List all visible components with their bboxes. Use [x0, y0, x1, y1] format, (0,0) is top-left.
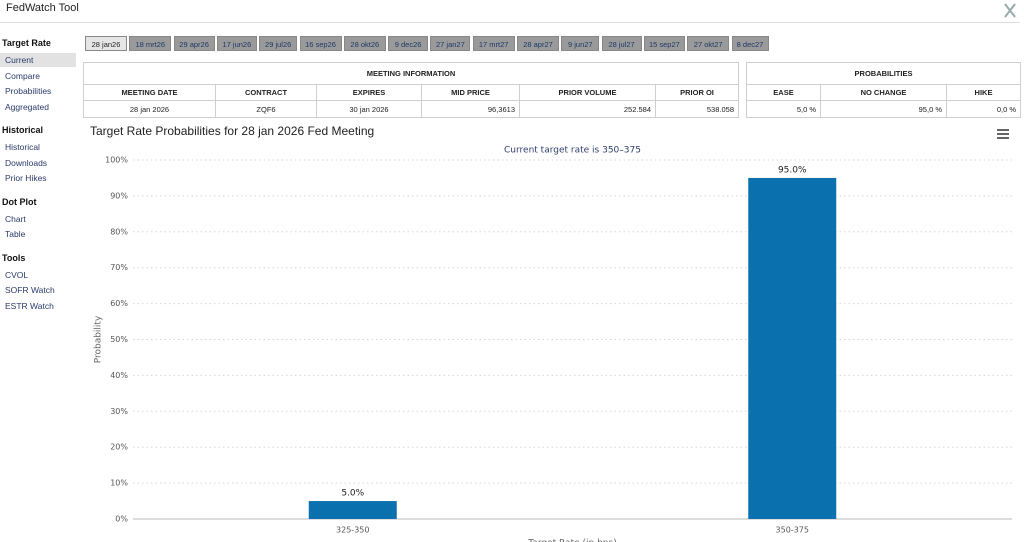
column-header: PRIOR VOLUME — [519, 84, 656, 101]
chart-panel — [83, 122, 1020, 542]
table-title: MEETING INFORMATION — [82, 62, 740, 85]
sidebar-link[interactable]: CVOL — [5, 269, 29, 280]
y-tick-label: 10% — [110, 479, 128, 488]
table-cell: 96,3613 — [421, 100, 520, 118]
y-tick-label: 90% — [110, 191, 128, 200]
sidebar-link[interactable]: Current — [5, 55, 34, 65]
date-tab[interactable]: 28 jan26 — [85, 36, 127, 51]
table-cell: 0,0 % — [945, 100, 1022, 118]
table-title-row: PROBABILITIES — [745, 62, 1022, 85]
sidebar-link[interactable]: Aggregated — [5, 101, 49, 112]
bar — [748, 177, 837, 519]
date-tab[interactable]: 17 jun26 — [216, 36, 257, 51]
header-divider — [0, 22, 1020, 23]
app-title: FedWatch Tool — [6, 2, 79, 14]
column-header: EASE — [746, 84, 821, 101]
column-header: CONTRACT — [215, 84, 317, 101]
date-tab[interactable]: 28 jul27 — [601, 36, 642, 51]
chart-title: Target Rate Probabilities for 28 jan 202… — [90, 124, 374, 138]
table-cell: 30 jan 2026 — [316, 100, 422, 118]
sidebar-heading: Dot Plot — [2, 196, 37, 207]
data-label: 95.0% — [778, 165, 807, 175]
date-tab[interactable]: 15 sep27 — [643, 36, 685, 51]
date-tab[interactable]: 27 okt27 — [687, 36, 730, 51]
x-tick-label: 325-350 — [336, 526, 369, 535]
sidebar-link[interactable]: Probabilities — [5, 86, 52, 96]
sidebar-selected-bg — [0, 53, 76, 67]
date-tab[interactable]: 9 dec26 — [388, 36, 429, 51]
y-tick-label: 100% — [105, 156, 128, 165]
date-tab[interactable]: 29 apr26 — [173, 36, 215, 51]
y-tick-label: 0% — [115, 515, 128, 524]
column-header: NO CHANGE — [820, 84, 947, 101]
date-tab[interactable]: 29 jul26 — [259, 36, 298, 51]
y-tick-label: 80% — [110, 227, 128, 236]
y-tick-label: 50% — [110, 335, 128, 344]
sidebar-link[interactable]: Prior Hikes — [5, 173, 47, 183]
date-tab[interactable]: 17 mrt27 — [472, 36, 515, 51]
sidebar-link[interactable]: Chart — [5, 213, 26, 224]
column-header: EXPIRES — [316, 84, 422, 101]
column-header: PRIOR OI — [654, 84, 740, 101]
sidebar-link[interactable]: Downloads — [5, 157, 48, 168]
y-tick-label: 20% — [110, 443, 128, 452]
x-tick-label: 350-375 — [776, 526, 809, 535]
column-header: HIKE — [945, 84, 1022, 101]
table-row: 5,0 % 95,0 % 0,0 % — [746, 100, 1022, 118]
sidebar-link[interactable]: Compare — [5, 70, 40, 81]
y-tick-label: 30% — [110, 407, 128, 416]
table-cell: 95,0 % — [820, 100, 947, 118]
table-header-row: MEETING DATE CONTRACT EXPIRES MID PRICE PRIO… — [83, 84, 740, 101]
date-tab[interactable]: 28 okt26 — [343, 36, 386, 51]
y-axis-title: Probability — [94, 315, 104, 363]
table-cell: ZQF6 — [215, 100, 317, 118]
table-cell: 5,0 % — [746, 100, 821, 118]
x-axis-title: Target Rate (in bps) — [527, 539, 616, 542]
date-tab[interactable]: 9 jun27 — [561, 36, 600, 51]
data-table: PROBABILITIES EASE NO CHANGE HIKE 5,0 % 95,0 … — [745, 62, 1022, 118]
sidebar-heading: Tools — [2, 252, 26, 263]
column-header: MID PRICE — [421, 84, 520, 101]
chart-menu-icon[interactable] — [996, 128, 1010, 140]
column-header: MEETING DATE — [83, 84, 216, 101]
table-row: 28 jan 2026 ZQF6 30 jan 2026 96,3613 252.584… — [83, 100, 740, 118]
date-tab[interactable]: 18 mrt26 — [129, 36, 172, 51]
close-icon[interactable] — [1003, 3, 1017, 18]
y-tick-label: 40% — [110, 371, 128, 380]
bar — [308, 501, 397, 519]
table-title: PROBABILITIES — [745, 62, 1022, 85]
table-cell: 252.584 — [519, 100, 656, 118]
chart-subtitle: Current target rate is 350–375 — [504, 146, 641, 156]
sidebar-heading: Target Rate — [2, 38, 51, 48]
table-cell: 28 jan 2026 — [83, 100, 216, 118]
table-title-row: MEETING INFORMATION — [82, 62, 740, 85]
sidebar-link[interactable]: ESTR Watch — [5, 300, 54, 311]
sidebar-link[interactable]: Table — [5, 229, 26, 239]
table-cell: 538.058 — [654, 100, 740, 118]
sidebar-link[interactable]: SOFR Watch — [5, 285, 55, 295]
date-tab[interactable]: 8 dec27 — [731, 36, 769, 51]
table-header-row: EASE NO CHANGE HIKE — [746, 84, 1022, 101]
data-table: MEETING INFORMATION MEETING DATE CONTRACT E… — [82, 62, 740, 118]
sidebar-heading: Historical — [2, 125, 44, 135]
sidebar-link[interactable]: Historical — [5, 142, 40, 152]
date-tab[interactable]: 16 sep26 — [299, 36, 342, 51]
date-tab[interactable]: 27 jan27 — [430, 36, 471, 51]
date-tab[interactable]: 28 apr27 — [517, 36, 559, 51]
y-tick-label: 60% — [110, 299, 128, 308]
data-label: 5.0% — [341, 489, 364, 499]
y-tick-label: 70% — [110, 263, 128, 272]
